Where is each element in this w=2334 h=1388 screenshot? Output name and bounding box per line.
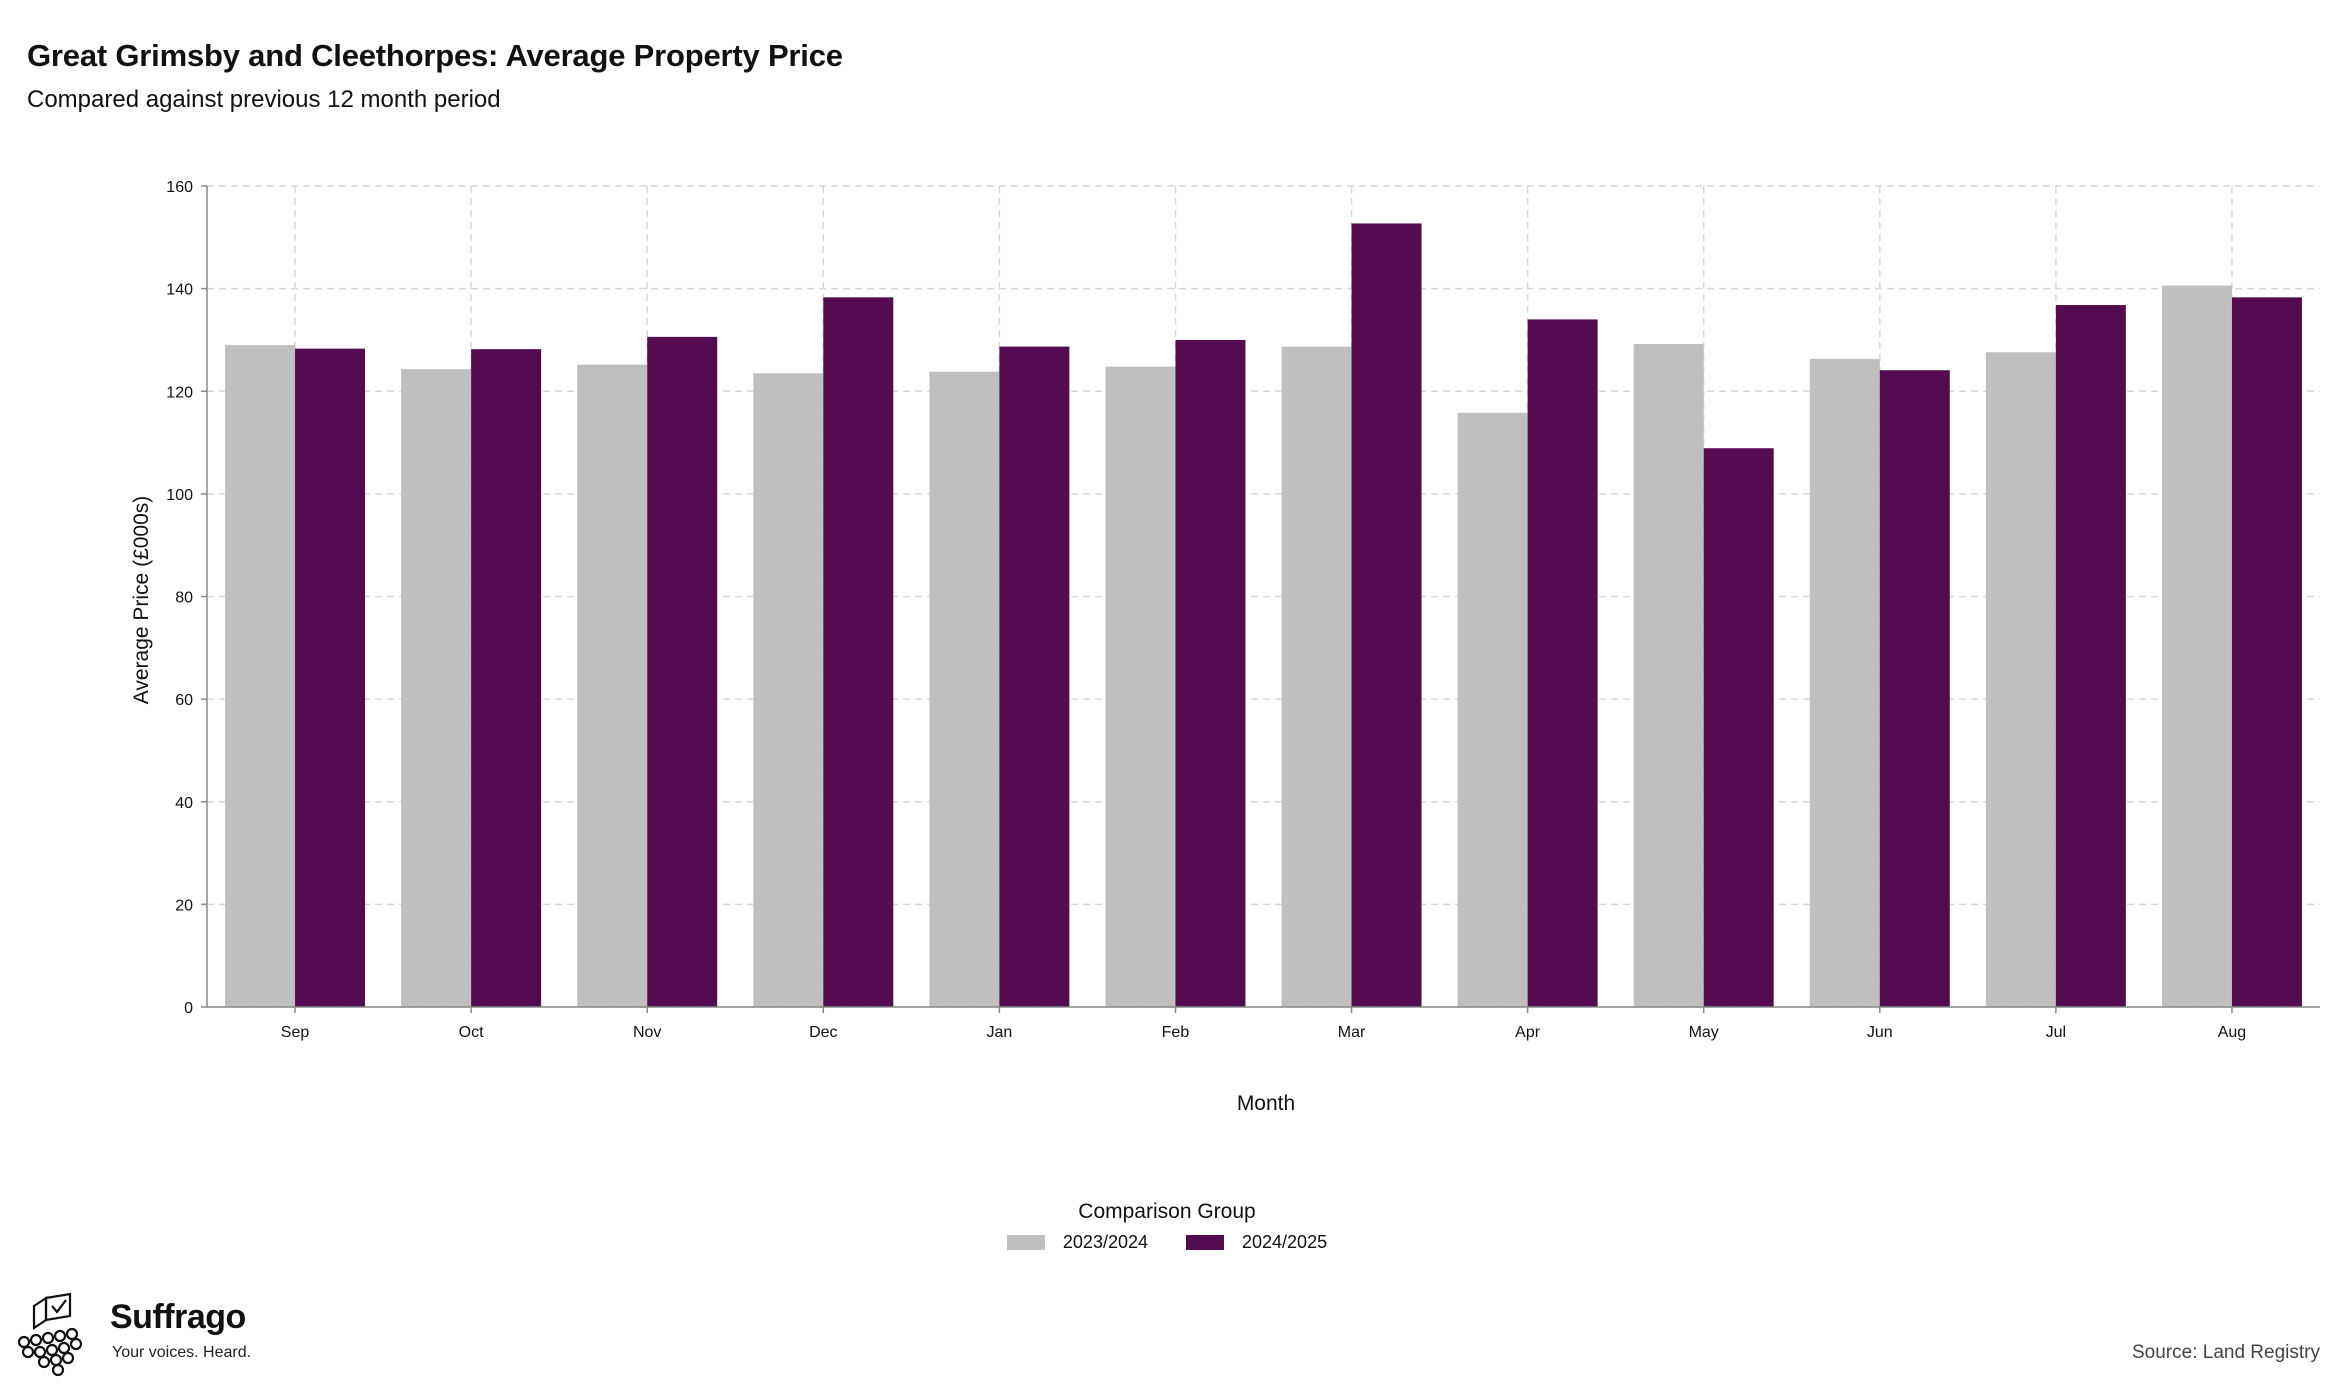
- x-tick-label: Apr: [1515, 1024, 1541, 1041]
- ballot-box-crowd-icon: [17, 1292, 83, 1377]
- legend: Comparison Group 2023/2024 2024/2025: [0, 1200, 2334, 1253]
- bar-sep-2023-2024: [225, 345, 296, 1008]
- brand-name: Suffrago: [110, 1298, 246, 1336]
- chart-subtitle: Compared against previous 12 month perio…: [27, 86, 501, 113]
- bar-may-2024-2025: [1703, 448, 1774, 1007]
- legend-swatch: [1186, 1235, 1224, 1250]
- bar-sep-2024-2025: [295, 348, 366, 1007]
- legend-item-2023-2024: 2023/2024: [1006, 1232, 1148, 1253]
- y-tick-label: 20: [175, 897, 193, 914]
- bar-jun-2024-2025: [1879, 370, 1950, 1007]
- bar-dec-2023-2024: [753, 373, 824, 1007]
- y-axis-title: Average Price (£000s): [130, 496, 153, 705]
- bar-apr-2024-2025: [1527, 319, 1598, 1008]
- bar-jan-2023-2024: [929, 371, 1000, 1008]
- bar-may-2023-2024: [1633, 344, 1704, 1008]
- y-tick-label: 0: [184, 1000, 193, 1017]
- y-tick-label: 100: [166, 487, 193, 504]
- bar-jul-2023-2024: [1985, 352, 2056, 1007]
- x-tick-label: Sep: [281, 1024, 310, 1041]
- x-tick-label: Feb: [1162, 1024, 1190, 1041]
- x-tick-label: May: [1689, 1024, 1719, 1041]
- bar-mar-2024-2025: [1351, 223, 1422, 1007]
- x-tick-label: Jan: [986, 1024, 1012, 1041]
- bar-nov-2023-2024: [577, 364, 648, 1007]
- bar-dec-2024-2025: [823, 297, 894, 1007]
- bar-jun-2023-2024: [1809, 358, 1880, 1008]
- bar-mar-2023-2024: [1281, 346, 1352, 1007]
- x-tick-label: Jul: [2046, 1024, 2066, 1041]
- source-note: Source: Land Registry: [2132, 1342, 2320, 1363]
- bar-aug-2023-2024: [2161, 285, 2232, 1007]
- axes: 0 20 40 60 80 100 120 140 160 Sep Oct Nov Dec Jan Feb M…: [166, 179, 2320, 1041]
- x-tick-label: Dec: [809, 1024, 837, 1041]
- legend-label: 2023/2024: [1062, 1232, 1148, 1252]
- legend-label: 2024/2025: [1242, 1232, 1328, 1252]
- brand-tagline: Your voices. Heard.: [112, 1344, 252, 1361]
- legend-swatch: [1006, 1235, 1045, 1250]
- y-tick-label: 60: [175, 692, 193, 709]
- legend-title: Comparison Group: [1078, 1200, 1256, 1223]
- chart-title: Great Grimsby and Cleethorpes: Average P…: [27, 38, 843, 73]
- y-tick-label: 140: [166, 282, 193, 299]
- bar-oct-2023-2024: [401, 369, 472, 1007]
- bar-feb-2023-2024: [1105, 366, 1176, 1007]
- bar-jul-2024-2025: [2055, 305, 2126, 1007]
- bar-aug-2024-2025: [2231, 297, 2302, 1007]
- legend-item-2024-2025: 2024/2025: [1186, 1232, 1327, 1253]
- x-tick-label: Mar: [1338, 1024, 1366, 1041]
- x-tick-label: Jun: [1867, 1024, 1893, 1041]
- bar-nov-2024-2025: [647, 336, 718, 1007]
- x-tick-label: Aug: [2218, 1024, 2246, 1041]
- bars: [225, 223, 2302, 1008]
- bar-feb-2024-2025: [1175, 339, 1246, 1007]
- y-tick-label: 160: [166, 179, 193, 196]
- bar-oct-2024-2025: [471, 349, 542, 1008]
- y-tick-label: 120: [166, 384, 193, 401]
- y-tick-label: 80: [175, 590, 193, 607]
- bar-apr-2023-2024: [1457, 412, 1528, 1007]
- bar-chart: 0 20 40 60 80 100 120 140 160 Sep Oct Nov Dec Jan Feb M…: [130, 179, 2320, 1115]
- x-tick-label: Nov: [633, 1024, 661, 1041]
- x-axis-title: Month: [1237, 1092, 1295, 1115]
- suffrago-logo: Suffrago Your voices. Heard.: [14, 1290, 274, 1380]
- y-tick-label: 40: [175, 795, 193, 812]
- bar-jan-2024-2025: [999, 346, 1070, 1007]
- x-tick-label: Oct: [459, 1024, 484, 1041]
